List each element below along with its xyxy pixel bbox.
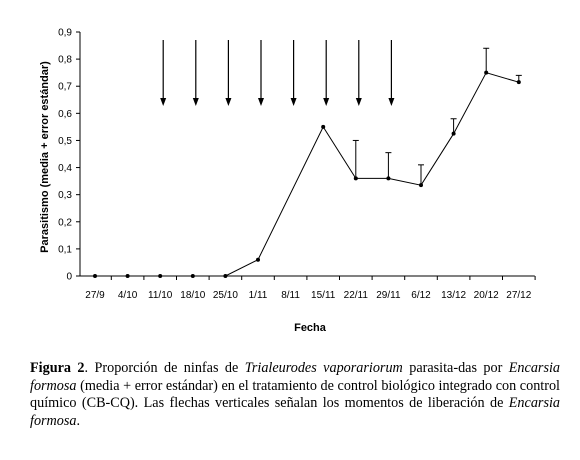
y-axis-label: Parasitismo (media + error estándar) (39, 61, 51, 253)
x-tick-label: 1/11 (249, 290, 268, 301)
data-point (516, 80, 521, 85)
release-arrow (323, 40, 330, 106)
data-point (158, 274, 163, 278)
arrow-head (258, 98, 264, 106)
x-tick-label: 4/10 (118, 290, 138, 301)
release-arrow (355, 40, 362, 106)
data-point (353, 176, 358, 181)
release-arrow (160, 40, 167, 106)
release-arrow (192, 40, 199, 106)
y-tick-label: 0,8 (58, 55, 72, 66)
y-tick-label: 0,5 (58, 136, 72, 147)
y-tick-label: 0,3 (58, 190, 72, 201)
y-tick-label: 0,7 (58, 82, 72, 93)
x-tick-label: 13/12 (441, 290, 466, 301)
release-arrow (225, 40, 232, 106)
data-point (321, 124, 326, 129)
x-tick-label: 22/11 (344, 290, 369, 301)
x-tick-label: 6/12 (411, 290, 431, 301)
x-tick-label: 27/9 (85, 290, 105, 301)
arrow-head (290, 98, 297, 106)
x-tick-label: 27/12 (506, 290, 531, 301)
data-point (419, 183, 423, 188)
series-line (95, 72, 519, 277)
data-point (386, 176, 391, 181)
x-tick-label: 11/10 (148, 290, 173, 301)
x-tick-label: 8/11 (281, 290, 300, 301)
y-tick-label: 0,1 (58, 244, 72, 255)
figure-caption: Figura 2. Proporción de ninfas de Triale… (30, 360, 560, 430)
data-point (190, 274, 195, 278)
x-tick-label: 20/12 (474, 290, 499, 301)
x-tick-label: 18/10 (180, 290, 205, 301)
release-arrow (258, 40, 264, 106)
arrow-head (355, 98, 362, 106)
x-tick-label: 29/11 (376, 290, 401, 301)
caption-species-3: Encarsia formosa (30, 395, 560, 429)
caption-text-2: parasita-das por (402, 360, 509, 376)
y-tick-label: 0,9 (58, 28, 72, 39)
caption-label: Figura 2 (30, 360, 85, 376)
x-tick-label: 25/10 (213, 290, 238, 301)
data-point (256, 257, 260, 262)
y-tick-label: 0 (66, 272, 72, 283)
caption-text-4: . (76, 412, 81, 429)
x-tick-label: 15/11 (311, 290, 336, 301)
x-axis-label: Fecha (294, 322, 327, 334)
arrow-head (323, 98, 330, 106)
data-point (451, 131, 456, 136)
arrow-head (388, 98, 395, 106)
caption-species-1: Trialeurodes vaporariorum (244, 360, 403, 376)
data-point (484, 70, 489, 75)
caption-species-2: Encarsia formosa (30, 360, 560, 394)
y-tick-label: 0,2 (58, 217, 72, 228)
y-tick-label: 0,6 (58, 109, 72, 120)
arrow-head (225, 98, 232, 106)
arrow-head (160, 98, 167, 106)
chart: 0 0,1 0,2 0,3 0,4 0,5 0,6 0,7 0,8 0,9 27/9 4/10 11/1… (39, 28, 536, 334)
caption-text-3: (media + error estándar) en el tratamien… (30, 377, 560, 412)
y-tick-label: 0,4 (58, 163, 72, 174)
arrow-head (192, 98, 199, 106)
release-arrow (388, 40, 395, 106)
caption-text-1: . Proporción de ninfas de (84, 360, 245, 376)
data-point (93, 274, 97, 278)
data-point (125, 274, 130, 278)
release-arrow (290, 40, 297, 106)
data-point (223, 274, 228, 278)
